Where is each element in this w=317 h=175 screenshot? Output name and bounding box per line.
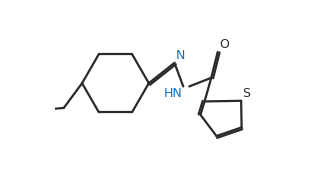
Text: O: O [219,38,229,51]
Text: S: S [242,87,250,100]
Text: HN: HN [164,87,182,100]
Text: N: N [175,49,185,62]
